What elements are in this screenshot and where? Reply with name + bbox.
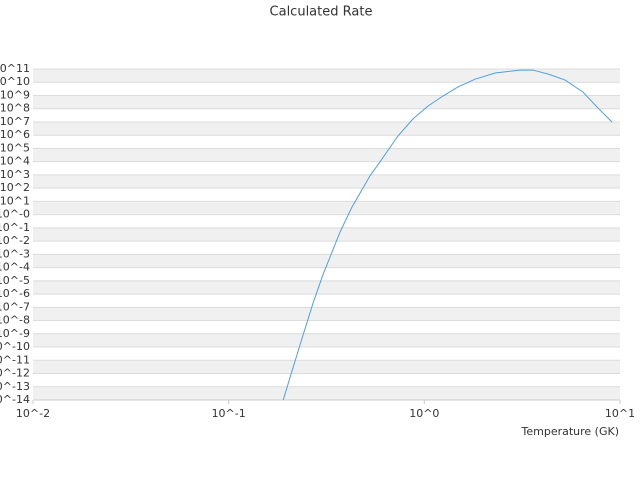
grid-band <box>33 95 620 109</box>
y-tick-label: 10^2 <box>0 181 30 194</box>
grid-band <box>33 386 620 400</box>
x-tick-label: 10^-1 <box>212 407 246 420</box>
y-tick-label: 10^8 <box>0 102 30 115</box>
grid-band <box>33 227 620 242</box>
y-tick-label: 10^6 <box>0 128 30 141</box>
grid-band <box>33 201 620 215</box>
y-tick-label: 10^-12 <box>0 367 30 380</box>
x-tick-label: 10^-2 <box>16 407 50 420</box>
grid-band <box>33 360 620 374</box>
y-tick-label: 10^7 <box>0 115 30 128</box>
y-tick-label: 10^-10 <box>0 340 30 353</box>
grid-band <box>33 148 620 162</box>
line-series <box>282 69 613 401</box>
grid-band <box>33 174 620 189</box>
y-tick-label: 10^1 <box>0 194 30 207</box>
x-tick-label: 10^0 <box>409 407 439 420</box>
y-tick-label: 10^-8 <box>0 314 30 327</box>
chart-title: Calculated Rate <box>270 5 373 20</box>
y-tick-label: 10^10 <box>0 75 30 88</box>
y-tick-label: 10^-3 <box>0 247 30 260</box>
y-tick-label: 10^-0 <box>0 208 30 221</box>
y-tick-label: 10^-6 <box>0 287 30 300</box>
y-tick-label: 10^-11 <box>0 353 30 366</box>
grid-band <box>33 333 620 348</box>
grid-band <box>33 121 620 136</box>
y-tick-label: 10^-1 <box>0 221 30 234</box>
y-tick-label: 10^4 <box>0 155 30 168</box>
y-tick-label: 10^9 <box>0 88 30 101</box>
y-tick-label: 10^-13 <box>0 380 30 393</box>
plot-background <box>33 69 620 400</box>
y-tick-label: 10^-5 <box>0 274 30 287</box>
y-tick-label: 10^-7 <box>0 300 30 313</box>
x-tick-label: 10^1 <box>605 407 635 420</box>
grid-band <box>33 307 620 321</box>
grid-band <box>33 280 620 295</box>
y-tick-label: 10^3 <box>0 168 30 181</box>
x-axis-label: Temperature (GK) <box>521 425 620 438</box>
grid-band <box>33 254 620 268</box>
y-tick-label: 10^11 <box>0 62 30 75</box>
y-tick-label: 10^-4 <box>0 261 30 274</box>
y-tick-label: 10^5 <box>0 141 30 154</box>
grid-band <box>33 69 620 83</box>
y-tick-label: 10^-9 <box>0 327 30 340</box>
y-tick-label: 10^-2 <box>0 234 30 247</box>
y-tick-label: 10^-14 <box>0 393 30 406</box>
